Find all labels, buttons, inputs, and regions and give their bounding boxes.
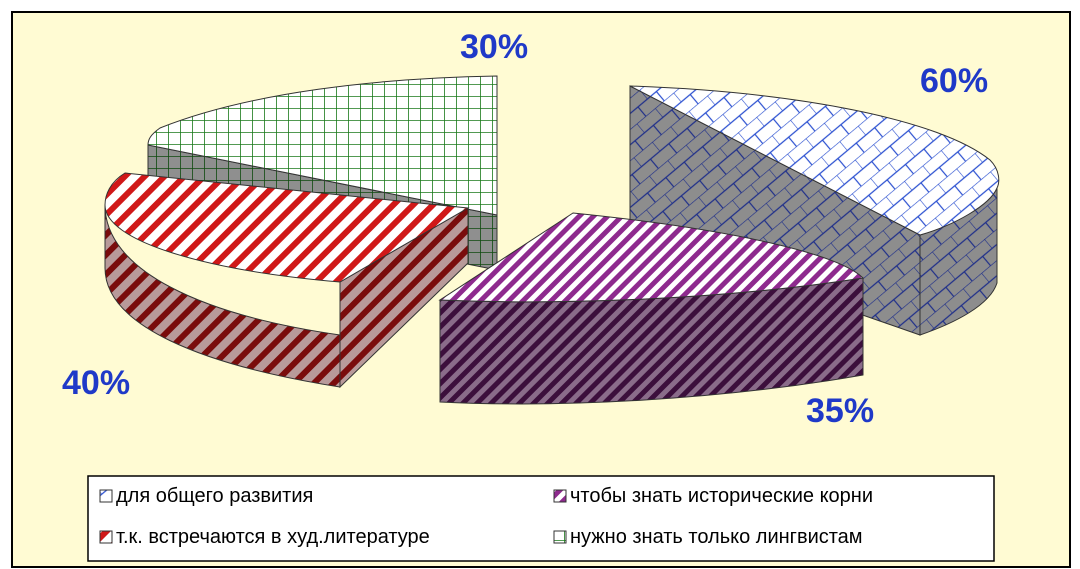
legend-box — [87, 475, 995, 562]
slice-value-label: 60% — [920, 62, 988, 100]
legend-item-general: для общего развития — [116, 485, 313, 507]
legend-swatch — [99, 489, 113, 503]
slice-value-label: 35% — [806, 392, 874, 430]
legend-item-history: чтобы знать исторические корни — [570, 485, 873, 507]
slice-history — [438, 212, 865, 405]
slice-literature — [104, 172, 470, 389]
legend-swatch — [553, 530, 567, 544]
legend-item-lingvists: нужно знать только лингвистам — [570, 526, 863, 548]
legend-swatch — [553, 489, 567, 503]
legend: для общего развития чтобы знать историче… — [87, 475, 995, 562]
legend-swatch — [99, 530, 113, 544]
slice-value-label: 40% — [62, 364, 130, 402]
slice-value-label: 30% — [460, 28, 528, 66]
legend-item-literature: т.к. встречаются в худ.литературе — [116, 526, 430, 548]
